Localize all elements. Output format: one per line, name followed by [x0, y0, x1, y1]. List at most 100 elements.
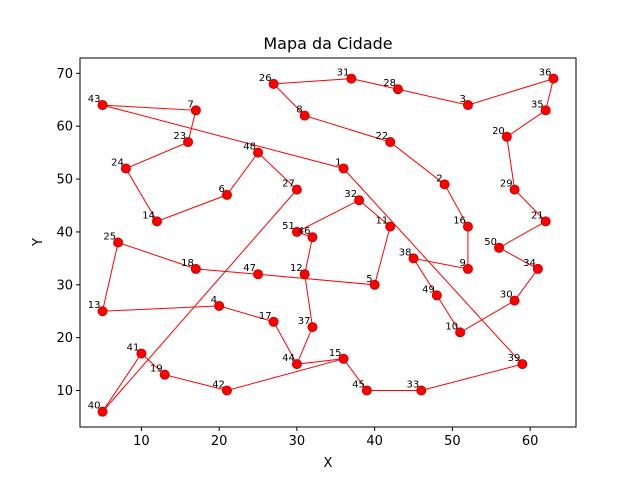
city-point-label: 48 [243, 142, 256, 153]
city-point-label: 19 [150, 364, 163, 375]
city-point-label: 15 [329, 348, 342, 359]
city-point-label: 46 [298, 226, 311, 237]
city-point-label: 10 [445, 321, 458, 332]
city-point-marker [97, 100, 108, 111]
city-point-label: 34 [523, 258, 536, 269]
city-point-marker [385, 137, 396, 148]
city-point-marker [221, 385, 232, 396]
x-tick-label: 60 [522, 434, 539, 449]
x-tick-label: 10 [133, 434, 150, 449]
city-point-label: 9 [460, 258, 466, 269]
city-point-marker [354, 195, 365, 206]
city-point-marker [392, 84, 403, 95]
city-point-marker [97, 406, 108, 417]
y-axis-ticks: 10 20 30 40 50 60 70 [56, 67, 80, 399]
y-tick-label: 40 [56, 225, 73, 240]
city-point-marker [183, 137, 194, 148]
city-point-label: 38 [399, 247, 412, 258]
city-point-marker [299, 110, 310, 121]
city-point-label: 12 [290, 263, 303, 274]
city-point-label: 1 [335, 157, 341, 168]
city-point-marker [385, 221, 396, 232]
city-point-marker [190, 263, 201, 274]
city-point-label: 47 [243, 263, 256, 274]
city-point-label: 40 [88, 401, 101, 412]
x-axis-label: X [324, 456, 333, 471]
y-tick-label: 50 [56, 173, 73, 188]
city-point-marker [151, 216, 162, 227]
city-point-label: 7 [187, 99, 193, 110]
route-line [101, 104, 391, 413]
city-point-label: 6 [219, 184, 225, 195]
route-line [102, 104, 524, 391]
city-point-label: 45 [352, 380, 365, 391]
city-point-label: 33 [407, 380, 420, 391]
city-point-marker [548, 73, 559, 84]
city-point-marker [501, 131, 512, 142]
x-tick-label: 50 [444, 434, 461, 449]
city-point-label: 43 [88, 94, 101, 105]
city-point-label: 26 [259, 73, 272, 84]
y-tick-label: 20 [56, 331, 73, 346]
city-point-marker [221, 189, 232, 200]
city-point-marker [416, 385, 427, 396]
city-point-label: 13 [88, 300, 101, 311]
city-point-marker [97, 306, 108, 317]
plot-frame [79, 57, 577, 428]
city-point-label: 2 [436, 173, 442, 184]
city-point-label: 30 [500, 290, 513, 301]
city-point-marker [408, 253, 419, 264]
city-point-label: 18 [181, 258, 194, 269]
city-point-marker [462, 221, 473, 232]
city-point-marker [136, 348, 147, 359]
city-point-marker [159, 369, 170, 380]
city-point-marker [540, 216, 551, 227]
city-point-label: 51 [282, 221, 295, 232]
city-point-marker [369, 279, 380, 290]
city-point-marker [253, 147, 264, 158]
city-point-label: 21 [531, 210, 544, 221]
city-point-label: 22 [375, 131, 388, 142]
city-point-label: 24 [111, 157, 124, 168]
city-point-label: 28 [383, 78, 396, 89]
city-point-marker [307, 232, 318, 243]
city-point-marker [462, 263, 473, 274]
city-points [97, 73, 559, 417]
city-point-marker [268, 78, 279, 89]
city-point-label: 32 [344, 189, 357, 200]
y-tick-label: 70 [56, 67, 73, 82]
city-point-label: 4 [211, 295, 217, 306]
city-point-label: 20 [492, 126, 505, 137]
city-point-label: 3 [460, 94, 466, 105]
x-tick-label: 40 [366, 434, 383, 449]
city-point-marker [431, 290, 442, 301]
x-axis-ticks: 10 20 30 40 50 60 [133, 427, 538, 449]
city-point-label: 8 [296, 105, 302, 116]
city-point-marker [462, 100, 473, 111]
x-tick-label: 20 [211, 434, 228, 449]
city-point-marker [268, 316, 279, 327]
city-point-marker [113, 237, 124, 248]
city-point-marker [291, 359, 302, 370]
city-point-label: 36 [539, 68, 552, 79]
city-point-label: 14 [142, 210, 155, 221]
city-point-marker [439, 179, 450, 190]
city-point-label: 27 [282, 179, 295, 190]
city-point-marker [509, 295, 520, 306]
chart-title: Mapa da Cidade [263, 34, 392, 53]
y-tick-label: 30 [56, 278, 73, 293]
city-point-marker [291, 184, 302, 195]
city-point-marker [190, 105, 201, 116]
city-point-marker [540, 105, 551, 116]
city-point-marker [494, 242, 505, 253]
city-point-label: 31 [337, 68, 350, 79]
city-point-label: 17 [259, 311, 272, 322]
city-point-marker [509, 184, 520, 195]
city-point-marker [517, 359, 528, 370]
city-point-marker [455, 327, 466, 338]
city-point-label: 29 [500, 179, 513, 190]
city-point-marker [214, 300, 225, 311]
city-point-label: 25 [103, 232, 116, 243]
city-point-label: 41 [127, 343, 140, 354]
